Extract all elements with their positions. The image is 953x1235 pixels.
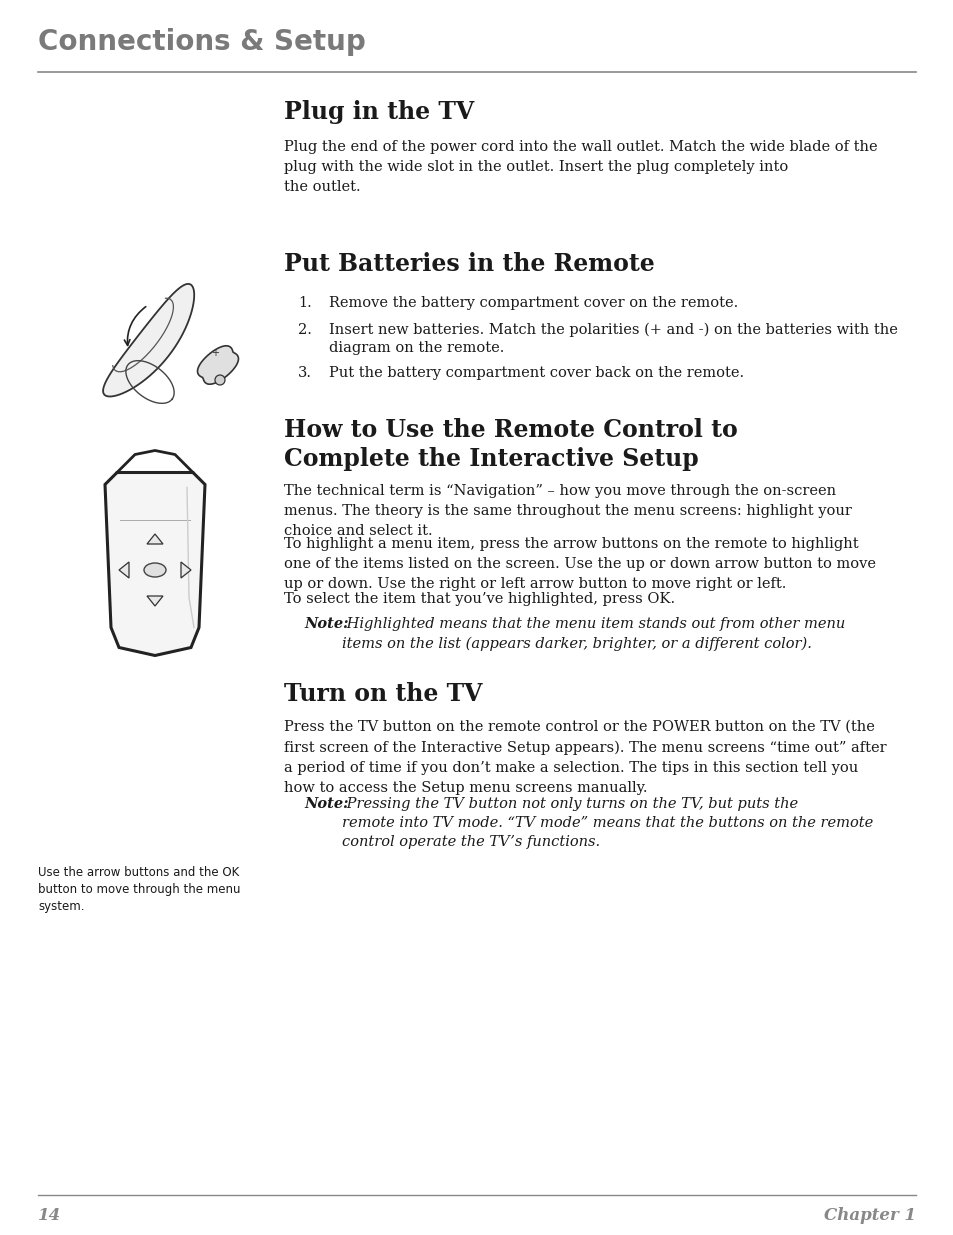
Text: 2.: 2.	[297, 324, 312, 337]
Text: Note:: Note:	[304, 797, 348, 811]
PathPatch shape	[105, 473, 205, 656]
Text: Insert new batteries. Match the polarities (+ and -) on the batteries with the: Insert new batteries. Match the polariti…	[329, 324, 897, 337]
Polygon shape	[197, 346, 238, 384]
Text: The technical term is “Navigation” – how you move through the on-screen
menus. T: The technical term is “Navigation” – how…	[284, 484, 851, 538]
Text: Chapter 1: Chapter 1	[823, 1207, 915, 1224]
Text: 3.: 3.	[297, 366, 312, 380]
Polygon shape	[103, 284, 194, 396]
Text: Note:: Note:	[304, 618, 348, 631]
Text: Pressing the TV button not only turns on the TV, but puts the
remote into TV mod: Pressing the TV button not only turns on…	[341, 797, 872, 848]
Text: 14: 14	[38, 1207, 61, 1224]
Polygon shape	[119, 562, 129, 578]
Text: To highlight a menu item, press the arrow buttons on the remote to highlight
one: To highlight a menu item, press the arro…	[284, 537, 875, 592]
Polygon shape	[147, 534, 163, 543]
Text: Plug the end of the power cord into the wall outlet. Match the wide blade of the: Plug the end of the power cord into the …	[284, 140, 877, 194]
Text: Connections & Setup: Connections & Setup	[38, 28, 365, 56]
Text: Remove the battery compartment cover on the remote.: Remove the battery compartment cover on …	[329, 296, 738, 310]
Text: diagram on the remote.: diagram on the remote.	[329, 341, 504, 354]
Text: Plug in the TV: Plug in the TV	[284, 100, 474, 124]
Text: Turn on the TV: Turn on the TV	[284, 682, 482, 706]
Ellipse shape	[144, 563, 166, 577]
Text: Put Batteries in the Remote: Put Batteries in the Remote	[284, 252, 654, 275]
Text: Put the battery compartment cover back on the remote.: Put the battery compartment cover back o…	[329, 366, 743, 380]
Text: Highlighted means that the menu item stands out from other menu
items on the lis: Highlighted means that the menu item sta…	[341, 618, 844, 651]
Text: 1.: 1.	[297, 296, 312, 310]
Text: To select the item that you’ve highlighted, press OK.: To select the item that you’ve highlight…	[284, 592, 675, 606]
Polygon shape	[147, 597, 163, 606]
Polygon shape	[181, 562, 191, 578]
Text: Use the arrow buttons and the OK
button to move through the menu
system.: Use the arrow buttons and the OK button …	[38, 866, 240, 913]
Text: Press the TV button on the remote control or the POWER button on the TV (the
fir: Press the TV button on the remote contro…	[284, 720, 885, 795]
Text: How to Use the Remote Control to
Complete the Interactive Setup: How to Use the Remote Control to Complet…	[284, 417, 737, 471]
Text: +: +	[211, 348, 219, 358]
Circle shape	[214, 375, 225, 385]
